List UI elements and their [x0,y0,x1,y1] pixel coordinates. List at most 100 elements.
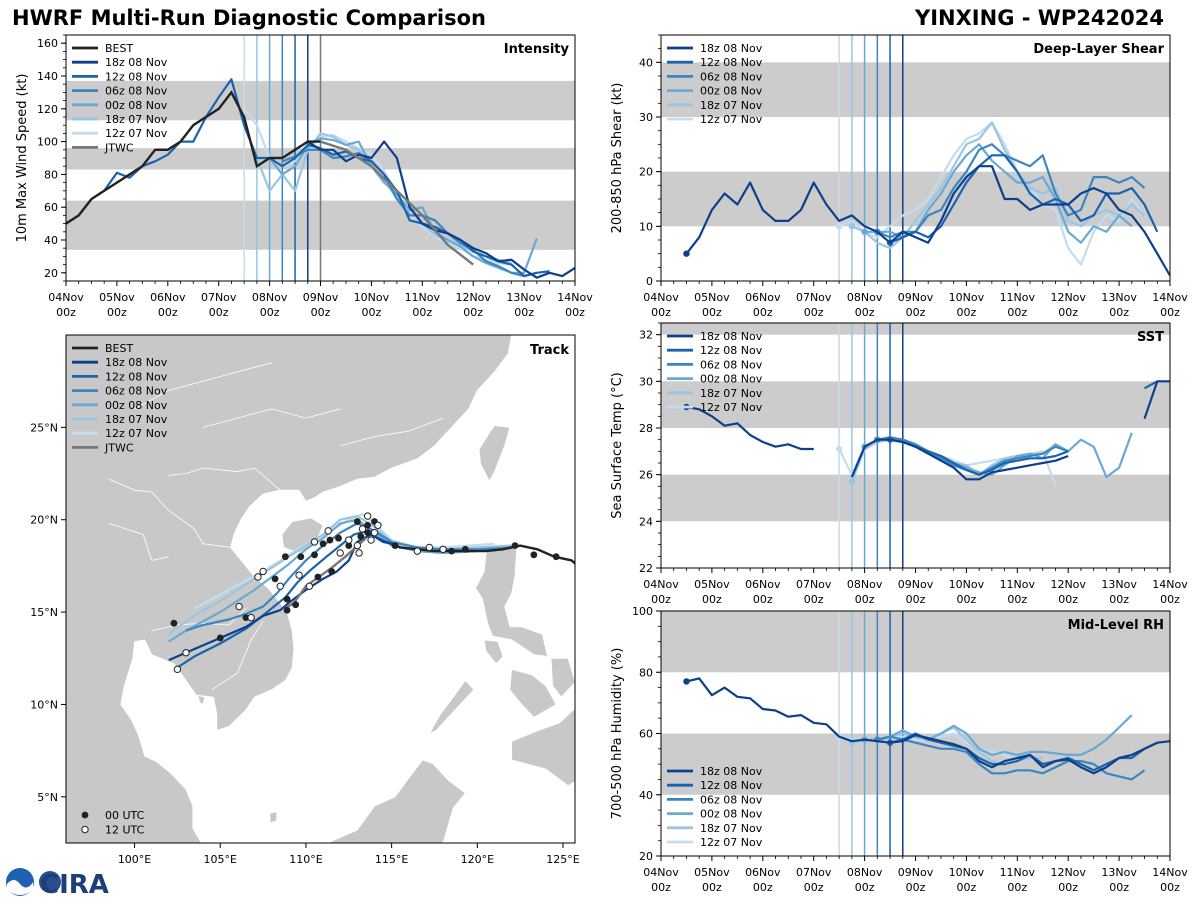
track-legend-entry: 06z 08 Nov [105,385,168,398]
track-legend-entry: 12z 08 Nov [105,370,168,383]
track-map-area [66,335,575,843]
track-marker-12utc [425,543,434,552]
sst-legend-entry: 12z 07 Nov [700,401,763,414]
rh-panel: 20 40 60 80 100 04Nov 00z 05Nov 00z 06Nov 00z 07Nov… [610,605,1188,894]
rh-legend-entry: 18z 08 Nov [700,765,763,778]
track-frame [65,334,576,844]
track-legend-entry: BEST [105,342,133,355]
sst-ytick-label: 30 [639,375,653,388]
intensity-xtick-hour: 00z [56,306,76,319]
intensity-xtick-hour: 00z [565,306,585,319]
sst-legend-entry: 12z 08 Nov [700,344,763,357]
rh-ytick-label: 100 [632,605,653,618]
intensity-ytick-label: 80 [44,168,58,181]
sst-xtick-day: 08Nov [847,578,883,591]
shear-xtick-hour: 00z [1058,306,1078,319]
sst-legend-entry: 18z 07 Nov [700,387,763,400]
intensity-legend-entry: 00z 08 Nov [105,99,168,112]
border-line [211,621,264,691]
rh-legend-entry: 06z 08 Nov [700,793,763,806]
border-line [202,408,341,428]
intensity-xtick-day: 05Nov [99,291,135,304]
rh-legend-entry: 18z 07 Nov [700,822,763,835]
sst-xtick-hour: 00z [651,593,671,606]
mindanao-land [511,709,575,787]
rh-panel-title: Mid-Level RH [1068,618,1164,633]
shear-xtick-day: 05Nov [694,291,730,304]
shear-ytick-label: 30 [639,111,653,124]
intensity-ytick-label: 160 [37,37,58,50]
shear-init-marker [683,250,690,257]
track-marker-12utc [276,582,284,590]
track-marker-00utc [216,634,224,642]
track-marker-00utc [314,573,322,581]
intensity-legend-entry: BEST [105,42,133,55]
sst-xtick-day: 07Nov [796,578,832,591]
track-marker-00utc [271,575,279,583]
rh-xtick-day: 12Nov [1050,866,1086,879]
track-marker-00utc [530,551,538,559]
sst-xtick-hour: 00z [753,593,773,606]
intensity-ytick-label: 100 [37,136,58,149]
sst-legend-entry: 00z 08 Nov [700,373,763,386]
track-xtick-label: 105°E [204,853,237,866]
rh-xtick-hour: 00z [906,881,926,894]
natuna-land [269,811,278,824]
shear-ylabel: 200-850 hPa Shear (kt) [610,83,625,234]
shear-xtick-day: 11Nov [1000,291,1036,304]
track-marker-00utc [311,551,318,559]
track-marker-00utc [364,521,372,529]
shear-init-marker [848,223,856,230]
intensity-xtick-day: 11Nov [405,291,441,304]
border-line [340,417,444,447]
rh-xtick-hour: 00z [1160,881,1180,894]
borneo-land [296,759,466,843]
shear-legend-entry: 06z 08 Nov [700,70,763,83]
track-marker-00utc [283,595,291,603]
track-marker-00utc [335,534,342,542]
shear-xtick-hour: 00z [855,306,875,319]
track-marker-12utc [358,525,367,533]
shear-xtick-hour: 00z [1160,306,1180,319]
track-marker-00utc [357,532,365,540]
track-series-line [168,533,392,662]
hainan-land [281,517,324,554]
rh-xtick-day: 06Nov [745,866,781,879]
intensity-xtick-hour: 00z [463,306,483,319]
intensity-ytick-label: 140 [37,70,58,83]
intensity-xtick-hour: 00z [514,306,534,319]
rh-series-line [889,732,1158,772]
track-marker-00utc [297,553,305,561]
intensity-panel-title: Intensity [504,42,570,57]
sst-xtick-day: 10Nov [949,578,985,591]
shear-legend-entry: 12z 08 Nov [700,56,763,69]
track-marker-00utc [552,553,560,561]
track-marker-12utc [336,549,344,557]
track-marker-00utc [328,568,336,575]
rh-xtick-hour: 00z [651,881,671,894]
sst-xtick-day: 09Nov [898,578,934,591]
intensity-xtick-day: 08Nov [252,291,288,304]
intensity-xtick-day: 13Nov [506,291,542,304]
sst-xtick-hour: 00z [702,593,722,606]
track-xtick-label: 115°E [375,853,408,866]
shear-ytick-label: 20 [639,166,653,179]
shear-panel: 0 10 20 30 40 04Nov 00z 05Nov 00z 06Nov 00z 07Nov 00… [610,34,1188,319]
intensity-plot-area [66,35,575,281]
border-line [108,523,169,561]
sst-xtick-day: 06Nov [745,578,781,591]
phu-quoc-land [197,694,206,706]
shear-xtick-hour: 00z [651,306,671,319]
intensity-best-line [66,90,321,225]
shear-xtick-hour: 00z [1109,306,1129,319]
intensity-legend-entry: 12z 07 Nov [105,127,168,140]
track-marker-12utc [295,571,303,579]
intensity-xtick-day: 07Nov [201,291,237,304]
track-marker-00utc [292,601,300,609]
palawan-land [428,679,475,735]
intensity-xtick-hour: 00z [158,306,178,319]
sst-ytick-label: 32 [639,329,653,342]
rh-ytick-label: 20 [639,850,653,863]
shear-ytick-label: 40 [639,56,653,69]
